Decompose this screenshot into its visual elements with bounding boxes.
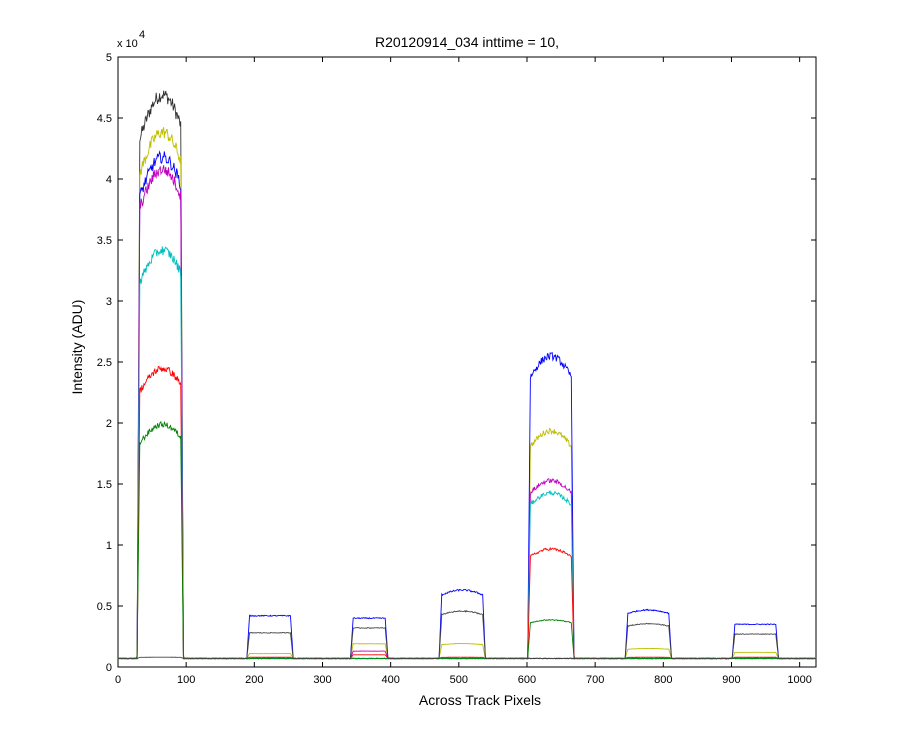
y-tick-label: 0 [106,662,112,674]
x-tick-label: 900 [722,674,740,686]
x-tick-label: 1000 [787,674,811,686]
y-tick-label: 3 [106,296,112,308]
y-tick-label: 2.5 [97,357,112,369]
y-tick-label: 2 [106,418,112,430]
y-tick-label: 1 [106,540,112,552]
x-tick-label: 300 [313,674,331,686]
y-multiplier-exponent: 4 [139,29,145,41]
x-axis-label: Across Track Pixels [419,692,541,708]
x-tick-label: 0 [115,674,121,686]
y-tick-label: 0.5 [97,601,112,613]
y-tick-label: 3.5 [97,235,112,247]
x-tick-label: 800 [654,674,672,686]
x-tick-label: 400 [381,674,399,686]
x-tick-label: 500 [450,674,468,686]
x-tick-label: 700 [586,674,604,686]
y-multiplier: x 10 [117,38,138,50]
y-tick-label: 4.5 [97,113,112,125]
y-axis-label: Intensity (ADU) [69,300,85,395]
tick-layer: 0 100 200 300 400 500 600 700 800 900 1000 0 0.5 1 1.5… [97,52,816,686]
x-tick-label: 200 [245,674,263,686]
y-tick-label: 4 [106,174,112,186]
y-tick-label: 1.5 [97,479,112,491]
series-layer [117,90,817,660]
plot-area [117,56,817,668]
x-tick-label: 100 [177,674,195,686]
x-tick-label: 600 [518,674,536,686]
series-line [117,609,817,660]
y-tick-label: 5 [106,52,112,64]
chart-title: R20120914_034 inttime = 10, [375,34,559,50]
